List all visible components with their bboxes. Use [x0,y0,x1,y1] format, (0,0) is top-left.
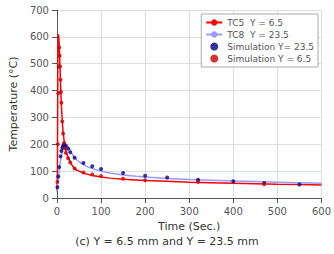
svg-text:Temperature (°C): Temperature (°C) [7,57,20,153]
svg-text:(c) Y = 6.5 mm and Y = 23.5 mm: (c) Y = 6.5 mm and Y = 23.5 mm [75,235,259,248]
svg-text:0: 0 [43,193,49,204]
svg-text:200: 200 [30,139,49,150]
svg-text:0: 0 [54,206,60,217]
svg-text:700: 700 [30,5,49,16]
svg-text:TC5 Y = 6.5: TC5 Y = 6.5 [226,18,283,28]
svg-text:100: 100 [30,166,49,177]
svg-text:500: 500 [30,58,49,69]
svg-text:Simulation Y= 23.5: Simulation Y= 23.5 [227,42,314,52]
svg-text:TC8 Y = 23.5: TC8 Y = 23.5 [226,30,289,40]
svg-text:400: 400 [30,85,49,96]
svg-text:600: 600 [312,206,331,217]
svg-text:600: 600 [30,31,49,42]
svg-text:300: 300 [180,206,199,217]
svg-text:300: 300 [30,112,49,123]
svg-text:500: 500 [268,206,287,217]
svg-text:400: 400 [224,206,243,217]
svg-text:100: 100 [92,206,111,217]
svg-text:200: 200 [136,206,155,217]
svg-text:Simulation Y = 6.5: Simulation Y = 6.5 [227,54,311,64]
svg-text:Time (Sec.): Time (Sec.) [157,220,220,233]
